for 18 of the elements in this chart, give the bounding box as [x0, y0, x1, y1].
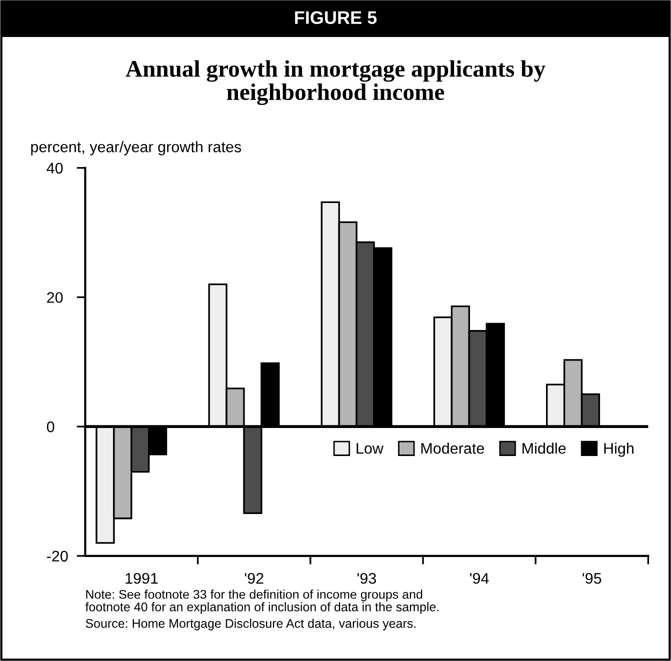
x-tick-label: '93 — [358, 572, 376, 584]
source-note: Source: Home Mortgage Disclosure Act data, various years. — [86, 618, 416, 630]
y-tick-label: -20 — [47, 550, 68, 562]
y-axis-title: percent, year/year growth rates — [31, 141, 242, 156]
x-tick-label: '95 — [582, 572, 602, 584]
legend-label: Middle — [522, 442, 566, 454]
x-tick-label: '92 — [244, 572, 264, 584]
y-tick-label: 40 — [46, 162, 63, 174]
caption: FIGURE 5 — [295, 11, 377, 24]
y-tick-label: 0 — [46, 421, 54, 432]
legend-label: High — [604, 442, 634, 457]
y-tick-label: 20 — [47, 292, 63, 303]
legend-label: Moderate — [421, 442, 484, 454]
x-tick-label: 1991 — [126, 572, 158, 584]
legend-label: Low — [356, 443, 384, 454]
text: Note: See footnote 33 for the definition of income groups and footnote 40 for an explanation of inclusion of data in the sample. — [85, 590, 438, 614]
chart-title: Annual growth in mortgage applicants by neighborhood income — [126, 60, 546, 106]
x-tick-label: '94 — [470, 572, 489, 584]
